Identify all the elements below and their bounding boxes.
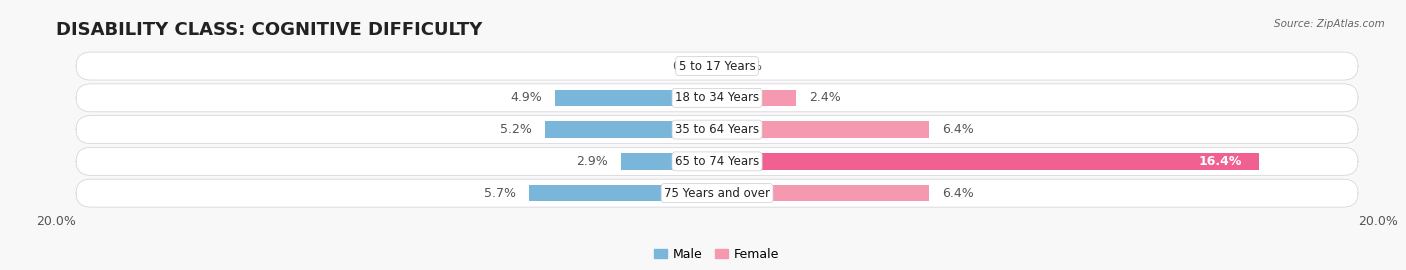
Bar [546, 121, 717, 138]
Text: 2.9%: 2.9% [576, 155, 607, 168]
Text: Source: ZipAtlas.com: Source: ZipAtlas.com [1274, 19, 1385, 29]
Text: 35 to 64 Years: 35 to 64 Years [675, 123, 759, 136]
FancyBboxPatch shape [76, 147, 1358, 175]
Legend: Male, Female: Male, Female [650, 243, 785, 266]
Text: 2.4%: 2.4% [810, 91, 841, 104]
Text: 0.0%: 0.0% [730, 60, 762, 73]
Text: 18 to 34 Years: 18 to 34 Years [675, 91, 759, 104]
Text: 5 to 17 Years: 5 to 17 Years [679, 60, 755, 73]
Text: 6.4%: 6.4% [942, 123, 973, 136]
Bar [555, 90, 717, 106]
Bar [717, 121, 928, 138]
Text: 5.7%: 5.7% [484, 187, 516, 200]
Text: 6.4%: 6.4% [942, 187, 973, 200]
Bar [621, 153, 717, 170]
Text: 65 to 74 Years: 65 to 74 Years [675, 155, 759, 168]
Text: 0.0%: 0.0% [672, 60, 704, 73]
Bar [717, 153, 1258, 170]
FancyBboxPatch shape [76, 52, 1358, 80]
Bar [717, 90, 796, 106]
FancyBboxPatch shape [76, 84, 1358, 112]
FancyBboxPatch shape [76, 179, 1358, 207]
Bar [529, 185, 717, 201]
Text: 75 Years and over: 75 Years and over [664, 187, 770, 200]
Text: 16.4%: 16.4% [1199, 155, 1243, 168]
Text: DISABILITY CLASS: COGNITIVE DIFFICULTY: DISABILITY CLASS: COGNITIVE DIFFICULTY [56, 21, 482, 39]
Text: 5.2%: 5.2% [501, 123, 531, 136]
Text: 4.9%: 4.9% [510, 91, 541, 104]
Bar [717, 185, 928, 201]
FancyBboxPatch shape [76, 116, 1358, 144]
